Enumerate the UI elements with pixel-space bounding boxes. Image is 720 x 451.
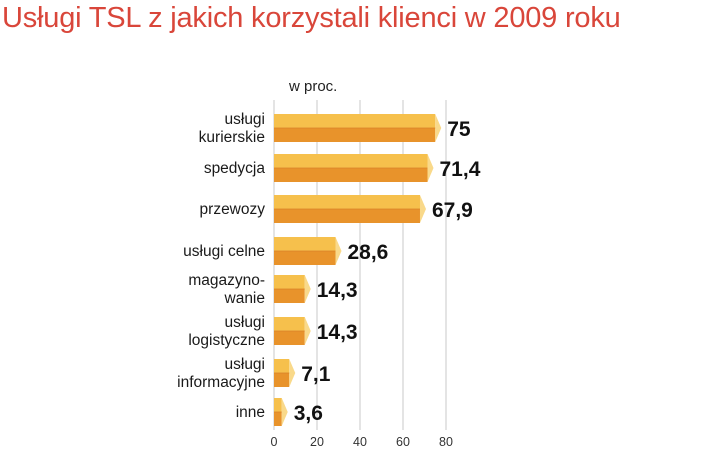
bar-top-face <box>274 237 336 251</box>
x-tick-label: 0 <box>271 435 278 449</box>
bar <box>274 154 434 182</box>
bar <box>274 195 426 223</box>
bar-bottom-face <box>274 251 336 265</box>
bar-end-cap <box>304 275 311 303</box>
data-label: 71,4 <box>440 158 481 181</box>
bar-top-face <box>274 154 428 168</box>
x-tick-label: 60 <box>396 435 410 449</box>
data-label: 75 <box>447 118 471 141</box>
data-label: 7,1 <box>301 363 331 386</box>
bar-end-cap <box>435 114 442 142</box>
category-label: usługi informacyjne <box>177 356 265 391</box>
bar-top-face <box>274 398 282 412</box>
category-label: przewozy <box>200 201 266 218</box>
bar-bottom-face <box>274 168 428 182</box>
category-label: usługi kurierskie <box>199 111 265 146</box>
category-label: spedycja <box>204 160 266 177</box>
bar <box>274 317 311 345</box>
bar <box>274 114 442 142</box>
data-label: 67,9 <box>432 199 473 222</box>
bar-end-cap <box>289 359 296 387</box>
bar-end-cap <box>427 154 434 182</box>
bar-bottom-face <box>274 373 290 387</box>
category-label: inne <box>236 404 265 421</box>
x-tick-label: 20 <box>310 435 324 449</box>
bar-bottom-face <box>274 209 420 223</box>
bar-top-face <box>274 195 420 209</box>
bar-end-cap <box>335 237 342 265</box>
bar-end-cap <box>304 317 311 345</box>
bar <box>274 359 296 387</box>
bar-bottom-face <box>274 128 436 142</box>
bar-top-face <box>274 317 305 331</box>
bar-top-face <box>274 114 436 128</box>
bar-bottom-face <box>274 289 305 303</box>
bar-end-cap <box>281 398 288 426</box>
category-label: usługi celne <box>183 243 265 260</box>
bar-top-face <box>274 275 305 289</box>
bar <box>274 275 311 303</box>
x-tick-label: 40 <box>353 435 367 449</box>
data-label: 14,3 <box>317 279 358 302</box>
data-label: 14,3 <box>317 321 358 344</box>
bar-top-face <box>274 359 290 373</box>
bar <box>274 237 342 265</box>
data-label: 3,6 <box>294 402 323 425</box>
bar-bottom-face <box>274 331 305 345</box>
category-label: usługi logistyczne <box>188 314 265 349</box>
unit-label: w proc. <box>289 78 338 95</box>
bar-bottom-face <box>274 412 282 426</box>
data-label: 28,6 <box>347 241 388 264</box>
chart-title: Usługi TSL z jakich korzystali klienci w… <box>2 2 621 34</box>
bar-end-cap <box>419 195 426 223</box>
x-tick-label: 80 <box>439 435 453 449</box>
bar <box>274 398 288 426</box>
category-label: magazyno-wanie <box>188 272 265 307</box>
